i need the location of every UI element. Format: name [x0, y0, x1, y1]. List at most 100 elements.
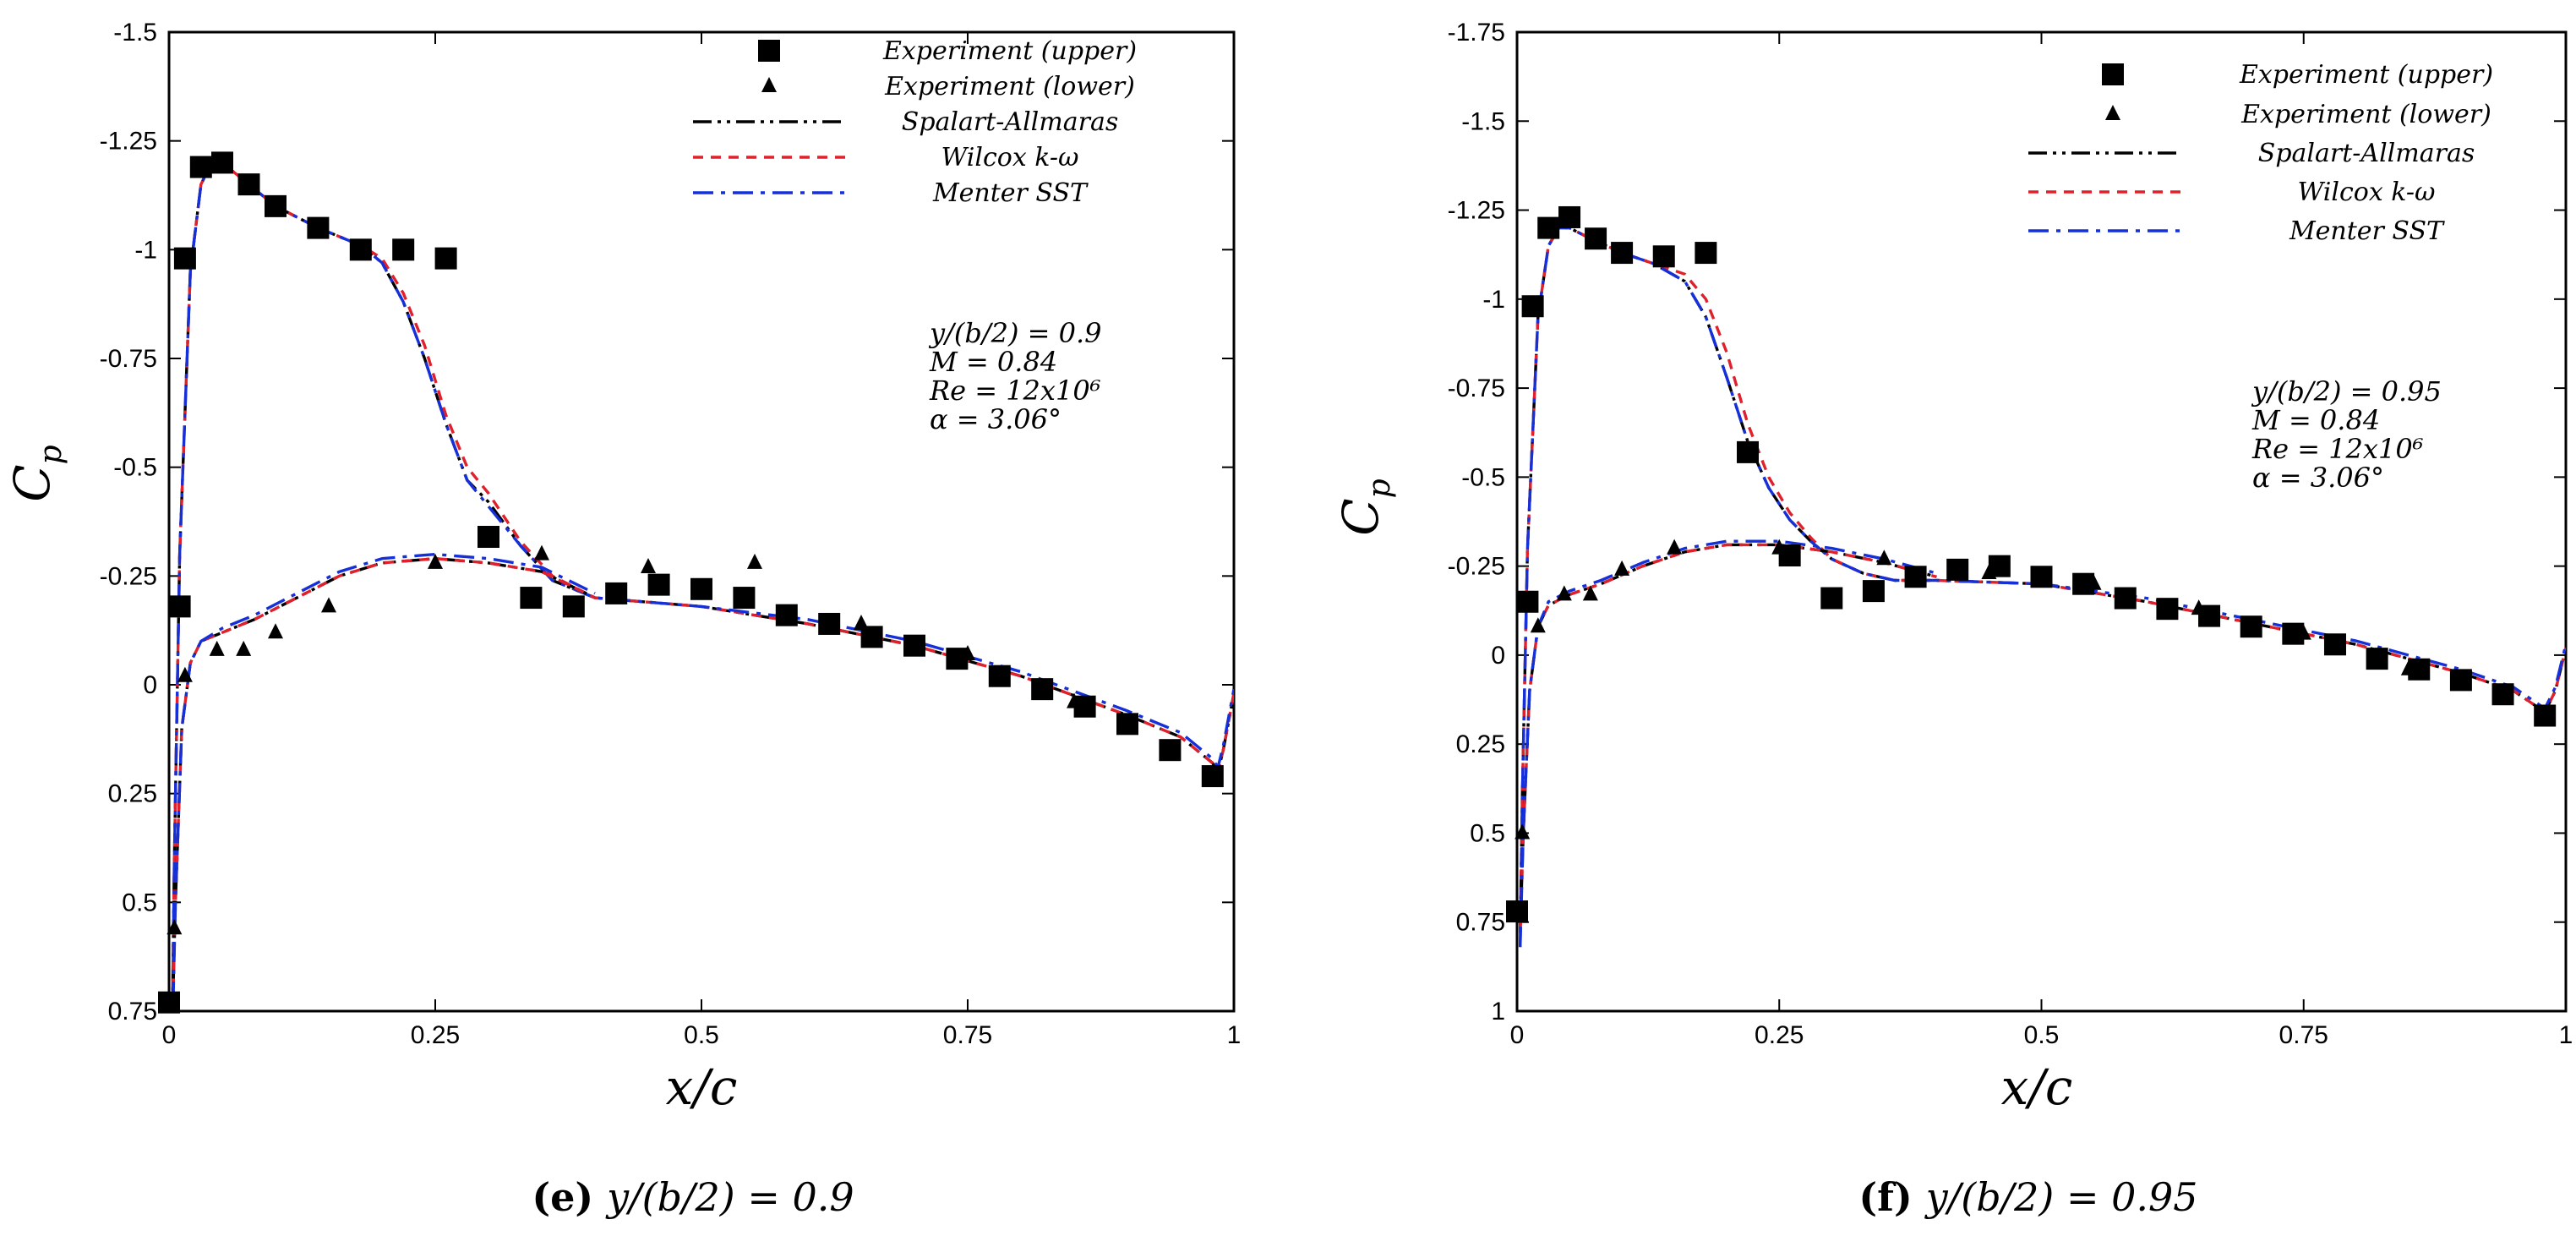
panel-e-ytick-label: -1.5: [113, 19, 157, 46]
panel-e-upper-point: [605, 582, 628, 604]
panel-f-lower-point: [1556, 585, 1572, 601]
panel-f-y-axis-label: Cp: [1332, 479, 1397, 535]
panel-e-annotation-line: y/(b/2) = 0.9: [928, 317, 1102, 349]
panel-f-lower-point: [2295, 624, 2311, 640]
panel-e-legend-label: Spalart-Allmaras: [902, 107, 1118, 137]
panel-f-lower-point: [2191, 599, 2207, 615]
panel-f-ytick-label: -1.25: [1448, 197, 1505, 225]
panel-e-lower-point: [268, 623, 283, 639]
panel-f-annotation-line: y/(b/2) = 0.95: [2251, 375, 2442, 407]
panel-f-upper-point: [1611, 242, 1634, 265]
panel-f-xtick-label: 1: [2559, 1021, 2573, 1049]
panel-f-ytick-label: 0: [1491, 642, 1505, 670]
panel-e-upper-point: [1031, 678, 1054, 701]
panel-f-upper-point: [2240, 615, 2262, 638]
panel-e-lower-point: [236, 640, 252, 656]
panel-f-lower-point: [1614, 560, 1630, 576]
panel-e-lower-point: [854, 614, 869, 630]
panel-e-caption: (e) y/(b/2) = 0.9: [532, 1174, 854, 1220]
panel-f-upper-point: [1652, 245, 1675, 268]
panel-f-upper-point: [2449, 669, 2472, 692]
panel-e-y-axis-label-sub: p: [34, 445, 68, 464]
panel-e-legend-square-icon: [758, 40, 780, 62]
panel-f-upper-point: [2366, 648, 2388, 670]
panel-f-lower-point: [1582, 585, 1598, 601]
panel-f-upper-point: [1737, 440, 1760, 463]
panel-f-y-axis-label-sub: p: [1362, 479, 1397, 498]
panel-e-caption-label: (e): [532, 1174, 607, 1220]
panel-e-upper-point: [647, 573, 670, 596]
panel-f-upper-point: [1506, 900, 1528, 923]
panel-f-xtick-label: 0.25: [1755, 1021, 1804, 1049]
panel-f-upper-point: [1516, 590, 1539, 613]
panel-e-series-experiment-lower: [166, 544, 1082, 935]
panel-f-ytick-label: 0.75: [1456, 909, 1505, 937]
panel-e-legend-label: Menter SST: [932, 178, 1089, 208]
panel-e-lower-point: [747, 553, 762, 569]
panel-e-ytick-label: 0.25: [108, 780, 157, 808]
panel-e-annotation-line: M = 0.84: [929, 346, 1057, 378]
panel-e-y-axis-label: Cp: [3, 445, 68, 501]
panel-f-upper-point: [1820, 587, 1843, 610]
panel-f-series-experiment-lower: [1514, 539, 2416, 839]
panel-f-ytick-label: -0.5: [1461, 463, 1505, 491]
panel-e-upper-point: [189, 156, 212, 178]
panel-e-ytick-label: 0.5: [122, 889, 157, 916]
panel-e-xtick-label: 0.75: [943, 1021, 992, 1049]
panel-f-ytick-label: -1.5: [1461, 107, 1505, 135]
panel-f-legend-triangle-icon: [2105, 105, 2120, 120]
panel-f-ytick-label: -0.25: [1448, 553, 1505, 581]
panel-e-ytick-label: -0.5: [113, 454, 157, 482]
panel-f-series-menter-sst-lower: [1519, 539, 1937, 948]
panel-e-legend: Experiment (upper) Experiment (lower) Spal…: [693, 36, 1137, 208]
panel-e-y-axis-label-main: C: [3, 464, 61, 501]
panel-e-upper-point: [562, 595, 585, 618]
panel-f-legend: Experiment (upper) Experiment (lower) Spal…: [2028, 60, 2493, 246]
panel-f-ytick-label: -0.75: [1448, 375, 1505, 402]
panel-f-ytick-label: 0.5: [1470, 819, 1505, 847]
panel-f-legend-label: Wilcox k-ω: [2297, 178, 2435, 207]
panel-f-upper-point: [1537, 216, 1560, 239]
panel-f-upper-point: [2030, 566, 2053, 588]
panel-f-series-experiment-upper: [1506, 205, 2557, 923]
panel-f-lower-point: [1514, 823, 1531, 839]
panel-e-lower-point: [321, 597, 336, 613]
panel-e-lower-point: [641, 558, 656, 574]
panel-f-annotation-line: α = 3.06°: [2252, 462, 2384, 494]
panel-e-upper-point: [1116, 713, 1138, 736]
panel-f-lower-point: [1667, 539, 1683, 555]
panel-e-legend-label: Wilcox k-ω: [941, 143, 1078, 172]
panel-e-annotation-line: Re = 12x10⁶: [929, 375, 1101, 407]
panel-e-legend-label: Experiment (upper): [882, 36, 1137, 66]
panel-e-ytick-label: -0.75: [100, 345, 157, 373]
panel-f-upper-point: [1862, 580, 1885, 603]
panel-e-legend-label: Experiment (lower): [884, 72, 1135, 101]
panel-e-upper-point: [1201, 765, 1224, 788]
panel-e-upper-point: [1159, 739, 1182, 762]
panel-e-series-spalart-allmaras-lower: [171, 557, 596, 1011]
panel-e-upper-point: [478, 526, 499, 549]
panel-e-upper-point: [520, 587, 543, 610]
panel-f-lower-point: [1876, 550, 1892, 566]
panel-e-upper-point: [158, 991, 180, 1014]
panel-f-upper-point: [1946, 558, 1969, 581]
panel-f-upper-point: [1585, 227, 1607, 250]
panel-f-caption-text: y/(b/2) = 0.95: [1924, 1174, 2198, 1220]
panel-e-upper-point: [818, 612, 841, 635]
panel-f-xtick-label: 0.75: [2279, 1021, 2328, 1049]
panel-f-legend-square-icon: [2102, 63, 2124, 85]
panel-f-ytick-label: 0.25: [1456, 730, 1505, 758]
panel-f-lower-point: [1771, 539, 1787, 555]
panel-f: -1.75 -1.5 -1.25 -1 -0.75 -0.5 -0.25 0 0.25 0.5 0.…: [1332, 19, 2573, 1116]
panel-f-annotation-line: M = 0.84: [2251, 404, 2380, 436]
panel-e-xtick-label: 0.25: [411, 1021, 460, 1049]
panel-e-lower-point: [177, 666, 193, 682]
panel-f-upper-point: [1695, 242, 1717, 265]
panel-e-ytick-label: -1.25: [100, 128, 157, 156]
panel-e-lower-point: [534, 544, 549, 561]
panel-f-xtick-label: 0: [1510, 1021, 1525, 1049]
panel-f-lower-point: [1981, 564, 1997, 580]
